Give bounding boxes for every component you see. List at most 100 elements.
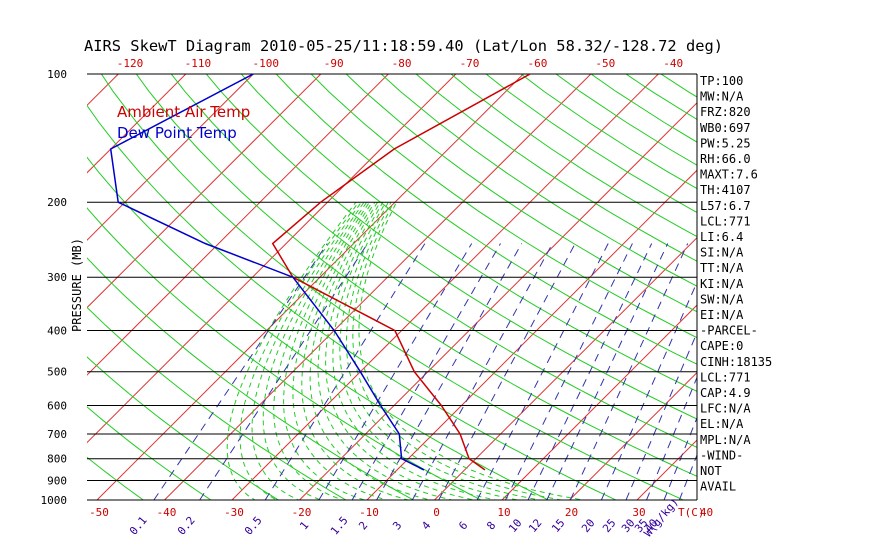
mixing-ratio-tick-label: 15 — [549, 516, 567, 535]
moist-adiabat-line — [345, 201, 543, 500]
index-label: MPL:N/A — [700, 433, 751, 447]
pressure-tick-label: 400 — [47, 324, 67, 337]
isobar-lines — [87, 73, 698, 501]
index-label: CAPE:0 — [700, 339, 743, 353]
pressure-axis: 100 200 300 400 500 600 700 800 900 1000 — [41, 68, 68, 507]
index-label: WB0:697 — [700, 121, 751, 135]
dry-adiabat-line — [275, 74, 697, 365]
top-temp-tick-label: -110 — [185, 57, 212, 70]
mixing-ratio-tick-label: 10 — [506, 516, 524, 535]
bottom-temp-tick-label: 10 — [497, 506, 510, 519]
top-temp-tick-label: -100 — [253, 57, 280, 70]
index-label: PW:5.25 — [700, 136, 751, 150]
y-axis-label: PRESSURE (MB) — [70, 238, 84, 332]
isotherm-line — [366, 169, 697, 500]
isotherm-line — [840, 74, 870, 500]
index-label: NOT — [700, 464, 722, 478]
pressure-tick-label: 300 — [47, 271, 67, 284]
isotherm-line — [772, 74, 870, 500]
top-temperature-axis: -120 -110 -100 -90 -80 -70 -60 -50 -40 — [117, 57, 683, 70]
dry-adiabat-line — [87, 356, 280, 500]
mixing-ratio-tick-label: 0.1 — [127, 514, 150, 538]
index-label: TP:100 — [700, 74, 743, 88]
dry-adiabat-line — [0, 55, 19, 510]
mixing-ratio-line — [318, 243, 473, 500]
bottom-temp-tick-label: -40 — [157, 506, 177, 519]
index-label: EL:N/A — [700, 417, 744, 431]
pressure-tick-label: 100 — [47, 68, 67, 81]
isotherm-line — [0, 74, 51, 500]
mixing-ratio-tick-label: 3 — [390, 519, 404, 532]
isotherm-line — [87, 74, 389, 376]
pressure-tick-label: 200 — [47, 196, 67, 209]
moist-adiabat-line — [292, 201, 389, 500]
top-temp-tick-label: -70 — [460, 57, 480, 70]
pressure-tick-label: 500 — [47, 366, 67, 379]
dry-adiabat-line — [345, 74, 697, 313]
mixing-ratio-tick-label: 12 — [526, 516, 544, 535]
dry-adiabat-line — [87, 406, 212, 500]
mixing-ratio-tick-label: 25 — [600, 516, 618, 535]
bottom-temp-tick-label: 30 — [632, 506, 645, 519]
index-label: LCL:771 — [700, 214, 751, 228]
bottom-temp-tick-label: -30 — [224, 506, 244, 519]
moist-adiabat-line — [262, 201, 365, 500]
top-temp-tick-label: -120 — [117, 57, 144, 70]
index-label: -WIND- — [700, 448, 743, 462]
index-label: LCL:771 — [700, 370, 751, 384]
legend-item-ambient-air-temp: Ambient Air Temp — [117, 103, 250, 121]
dry-adiabat-line — [135, 74, 697, 477]
top-temp-tick-label: -90 — [324, 57, 344, 70]
index-label: KI:N/A — [700, 277, 744, 291]
dry-adiabat-line — [205, 74, 697, 420]
index-label: TH:4107 — [700, 183, 751, 197]
top-temp-tick-label: -60 — [527, 57, 547, 70]
mixing-ratio-tick-label: 0.5 — [242, 514, 265, 538]
isotherm-line — [569, 371, 697, 500]
x-axis-unit-label: T(C) — [678, 506, 705, 519]
mixing-ratio-tick-label: 4 — [419, 519, 433, 533]
index-label: EI:N/A — [700, 308, 744, 322]
isotherm-line — [501, 304, 697, 500]
mixing-ratio-line — [678, 453, 697, 500]
index-label: FRZ:820 — [700, 105, 751, 119]
index-label: RH:66.0 — [700, 152, 751, 166]
index-label: -PARCEL- — [700, 324, 758, 338]
dry-adiabat-line — [415, 74, 697, 262]
isotherm-line — [87, 74, 254, 241]
chart-title: AIRS SkewT Diagram 2010-05-25/11:18:59.4… — [84, 37, 723, 55]
dry-adiabat-line — [87, 156, 550, 500]
legend-item-dew-point-temp: Dew Point Temp — [117, 124, 237, 142]
moist-adiabat-line — [325, 201, 477, 500]
dry-adiabat-line — [380, 74, 697, 287]
top-temp-tick-label: -80 — [392, 57, 412, 70]
mixing-ratio-tick-label: 1 — [297, 519, 311, 532]
mixing-ratio-line — [199, 243, 369, 500]
isotherm-line — [87, 74, 187, 174]
bottom-temp-tick-label: -50 — [89, 506, 109, 519]
pressure-tick-label: 700 — [47, 428, 67, 441]
mixing-ratio-tick-label: 6 — [456, 519, 470, 532]
moist-adiabat-line — [309, 201, 433, 500]
index-label: AVAIL — [700, 480, 736, 494]
bottom-temp-tick-label: -10 — [359, 506, 379, 519]
moist-adiabat-line — [358, 201, 587, 500]
moist-adiabat-line — [352, 201, 565, 500]
pressure-tick-label: 800 — [47, 453, 67, 466]
isotherm-line — [434, 236, 697, 500]
sounding-series — [109, 74, 531, 471]
top-temp-tick-label: -40 — [663, 57, 683, 70]
moist-adiabat-line — [226, 201, 357, 500]
bottom-temp-tick-label: -20 — [292, 506, 312, 519]
mixing-ratio-unit-label: W(g/kg) — [641, 496, 681, 540]
ambient-air-temp-line — [271, 74, 531, 471]
dry-adiabat-line — [100, 74, 685, 500]
bottom-temperature-axis: -50 -40 -30 -20 -10 0 10 20 30 40 — [89, 506, 713, 519]
mixing-ratio-line — [646, 376, 697, 500]
moist-adiabat-line — [332, 201, 499, 500]
index-label: MAXT:7.6 — [700, 168, 758, 182]
moist-adiabat-line — [239, 201, 360, 500]
bottom-temp-tick-label: 40 — [700, 506, 713, 519]
